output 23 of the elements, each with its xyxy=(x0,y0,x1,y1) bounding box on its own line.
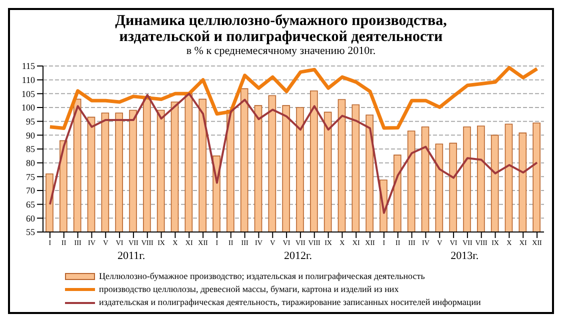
legend-label: Целлюлозно-бумажное производство; издательская и полиграфическая деятельность xyxy=(99,270,425,283)
line-series xyxy=(48,92,538,214)
text: 2011г. xyxy=(116,250,146,262)
line-series xyxy=(48,66,539,130)
y-tick-label: 65 xyxy=(26,200,36,210)
y-tick-label: 80 xyxy=(26,158,36,168)
y-tick-label: 60 xyxy=(26,213,36,224)
y-tick-label: 105 xyxy=(22,88,36,99)
y-tick-label: 85 xyxy=(26,144,36,154)
chart-subtitle: в % к среднемесячному значению 2010г. xyxy=(185,45,377,58)
y-tick-label: 110 xyxy=(22,75,36,86)
legend-label: производство целлюлозы, древесной массы, бумаги, картона и изделий из них xyxy=(99,283,399,296)
y-tick-label: 90 xyxy=(26,130,36,140)
y-tick-label: 75 xyxy=(26,172,36,182)
legend-label: издательская и полиграфическая деятельность, тиражирование записанных носителей информации xyxy=(99,296,481,309)
chart-title: Динамика целлюлозно-бумажного производства, издательской и полиграфической деятельности xyxy=(114,13,448,45)
text: 2013г. xyxy=(450,250,480,262)
y-tick-label: 70 xyxy=(26,186,36,196)
y-tick-label: 55 xyxy=(26,227,36,238)
y-tick-label: 100 xyxy=(22,102,36,113)
text: 2012г. xyxy=(282,250,313,262)
y-tick-label: 115 xyxy=(22,61,36,72)
y-tick-label: 95 xyxy=(26,116,36,127)
